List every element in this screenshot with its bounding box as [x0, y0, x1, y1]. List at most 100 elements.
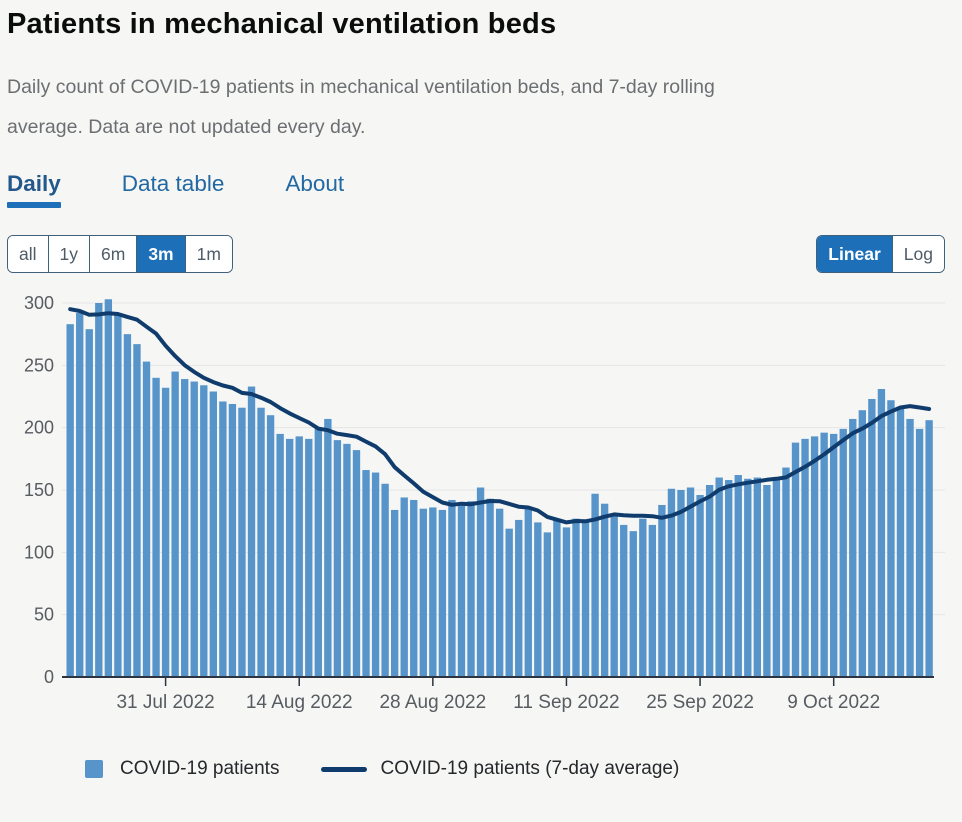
- bar[interactable]: [915, 428, 924, 677]
- bar[interactable]: [467, 501, 475, 677]
- bar[interactable]: [868, 398, 876, 677]
- bar[interactable]: [410, 499, 418, 677]
- bar[interactable]: [257, 407, 265, 677]
- bar[interactable]: [104, 299, 113, 677]
- bar[interactable]: [677, 490, 685, 677]
- bar[interactable]: [639, 518, 647, 677]
- bar[interactable]: [839, 428, 847, 677]
- bar[interactable]: [744, 478, 752, 677]
- bar[interactable]: [276, 433, 284, 677]
- bar[interactable]: [228, 403, 237, 677]
- range-button-6m[interactable]: 6m: [89, 236, 137, 272]
- bar[interactable]: [448, 499, 456, 677]
- bar[interactable]: [791, 442, 800, 677]
- tab-about[interactable]: About: [285, 171, 345, 196]
- bar[interactable]: [667, 488, 676, 677]
- bar[interactable]: [734, 475, 742, 677]
- bar[interactable]: [887, 400, 895, 677]
- bar[interactable]: [562, 527, 571, 677]
- bar[interactable]: [505, 528, 513, 677]
- bar[interactable]: [801, 438, 809, 677]
- bar[interactable]: [133, 344, 141, 677]
- bar[interactable]: [858, 410, 866, 677]
- bar[interactable]: [725, 480, 733, 677]
- bar[interactable]: [457, 502, 466, 677]
- bar[interactable]: [371, 472, 380, 677]
- bar[interactable]: [419, 508, 427, 677]
- bar[interactable]: [114, 315, 122, 677]
- bar[interactable]: [324, 418, 332, 677]
- bar[interactable]: [591, 493, 599, 677]
- bar[interactable]: [543, 532, 552, 677]
- bar[interactable]: [295, 436, 303, 677]
- bar[interactable]: [381, 483, 389, 677]
- bar[interactable]: [610, 516, 618, 677]
- bar[interactable]: [515, 519, 523, 677]
- bar[interactable]: [66, 324, 74, 677]
- bar[interactable]: [810, 436, 819, 677]
- range-button-1y[interactable]: 1y: [47, 236, 89, 272]
- bar[interactable]: [715, 477, 723, 677]
- bar[interactable]: [753, 477, 761, 677]
- bar[interactable]: [906, 418, 914, 677]
- bar[interactable]: [152, 377, 160, 677]
- bar[interactable]: [820, 432, 828, 677]
- bar[interactable]: [429, 507, 437, 677]
- bar[interactable]: [238, 407, 246, 677]
- bar[interactable]: [705, 485, 714, 677]
- bar[interactable]: [209, 391, 217, 677]
- bar[interactable]: [219, 401, 227, 677]
- bar[interactable]: [763, 485, 771, 677]
- bar[interactable]: [76, 312, 84, 677]
- legend-item-average[interactable]: COVID-19 patients (7-day average): [321, 758, 679, 780]
- bar[interactable]: [247, 386, 256, 677]
- bar[interactable]: [772, 477, 781, 677]
- bar[interactable]: [877, 389, 886, 677]
- range-button-3m[interactable]: 3m: [136, 236, 185, 272]
- bar[interactable]: [400, 497, 408, 677]
- bar[interactable]: [266, 415, 275, 677]
- bar[interactable]: [629, 531, 637, 677]
- bar[interactable]: [305, 438, 313, 677]
- bar[interactable]: [286, 438, 294, 677]
- bar[interactable]: [333, 440, 342, 677]
- bar[interactable]: [686, 487, 695, 677]
- range-button-1m[interactable]: 1m: [184, 236, 232, 272]
- bar[interactable]: [190, 381, 198, 677]
- scale-button-linear[interactable]: Linear: [817, 236, 892, 272]
- bar[interactable]: [572, 518, 580, 677]
- bar[interactable]: [524, 507, 532, 677]
- bar[interactable]: [581, 522, 590, 677]
- tab-daily[interactable]: Daily: [7, 171, 61, 208]
- bar[interactable]: [658, 504, 666, 677]
- bar[interactable]: [600, 503, 609, 677]
- bar[interactable]: [534, 522, 542, 677]
- bar[interactable]: [438, 509, 447, 677]
- bar[interactable]: [925, 420, 933, 677]
- bar[interactable]: [849, 418, 857, 677]
- bar[interactable]: [553, 518, 561, 677]
- bar[interactable]: [161, 387, 170, 677]
- bar[interactable]: [486, 498, 494, 677]
- range-button-all[interactable]: all: [8, 236, 48, 272]
- bar[interactable]: [648, 524, 657, 677]
- bar[interactable]: [782, 467, 790, 677]
- tab-data-table[interactable]: Data table: [121, 171, 225, 196]
- bar[interactable]: [390, 509, 399, 677]
- legend-item-patients[interactable]: COVID-19 patients: [85, 758, 279, 780]
- bar[interactable]: [830, 433, 838, 677]
- scale-button-log[interactable]: Log: [891, 236, 944, 272]
- bar[interactable]: [200, 385, 208, 677]
- bar[interactable]: [95, 303, 103, 677]
- bar[interactable]: [696, 494, 704, 677]
- bar[interactable]: [896, 406, 905, 677]
- bar[interactable]: [123, 334, 132, 677]
- bar[interactable]: [362, 470, 370, 677]
- bar[interactable]: [352, 450, 361, 677]
- bar[interactable]: [314, 428, 322, 677]
- bar[interactable]: [142, 361, 151, 677]
- bar[interactable]: [85, 329, 93, 677]
- bar[interactable]: [171, 371, 179, 677]
- bar[interactable]: [181, 379, 189, 677]
- bar[interactable]: [495, 508, 504, 677]
